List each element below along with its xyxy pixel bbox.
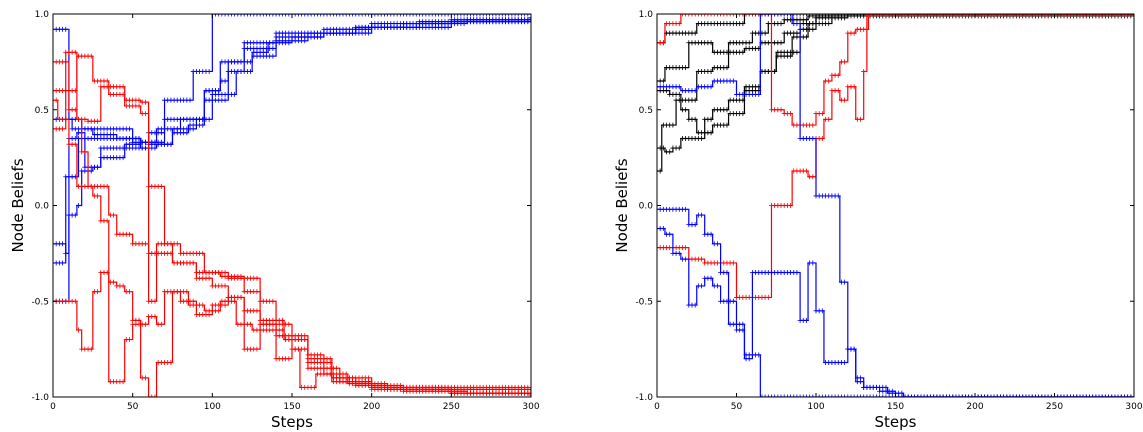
y-tick-label: 0.5 [639, 106, 653, 116]
y-tick-label: -0.5 [635, 297, 653, 307]
y-tick-label: 1.0 [639, 10, 654, 20]
x-tick-label: 200 [363, 402, 380, 412]
series-line [657, 14, 1134, 153]
x-tick-label: 150 [887, 402, 904, 412]
x-tick-label: 50 [127, 402, 139, 412]
x-tick-label: 300 [1125, 402, 1142, 412]
x-tick-label: 100 [204, 402, 221, 412]
plot-area [53, 14, 531, 397]
series-line [53, 21, 531, 302]
x-axis-label: Steps [271, 413, 313, 431]
y-axis-label: Node Beliefs [9, 158, 27, 252]
x-tick-label: 100 [807, 402, 824, 412]
y-axis-label: Node Beliefs [613, 158, 631, 252]
series-markers [657, 14, 1134, 46]
series-line [53, 17, 531, 254]
x-tick-label: 50 [731, 402, 743, 412]
right-panel: 0 50 100 150 200 250 300 1.0 0.5 0.0 -0.5 -1.0 Steps… [613, 10, 1143, 431]
left-panel: 0 50 100 150 200 250 300 1.0 0.5 0.0 -0.5 -1.0 Steps… [9, 10, 540, 431]
x-tick-label: 0 [654, 402, 660, 412]
y-tick-label: 0.0 [35, 202, 50, 212]
x-tick-label: 300 [522, 402, 539, 412]
series-markers [657, 14, 1134, 174]
y-tick-label: 0.0 [639, 202, 654, 212]
y-tick-label: -0.5 [31, 297, 49, 307]
series-markers [657, 14, 1134, 136]
x-tick-label: 0 [50, 402, 56, 412]
series-line [657, 14, 1134, 172]
x-tick-label: 250 [443, 402, 460, 412]
y-tick-label: 1.0 [35, 10, 50, 20]
y-tick-label: 0.5 [35, 106, 49, 116]
x-tick-label: 250 [1046, 402, 1063, 412]
series-line [657, 14, 1134, 134]
series-markers [657, 206, 1134, 397]
series-markers [53, 19, 531, 304]
y-tick-label: -1.0 [31, 393, 49, 403]
y-tick-label: -1.0 [635, 393, 653, 403]
plot-area [657, 14, 1134, 397]
x-tick-label: 150 [283, 402, 300, 412]
series-line [657, 227, 1134, 397]
series-markers [657, 225, 1134, 397]
axes-frame [656, 13, 1135, 398]
series-markers [53, 97, 531, 397]
series-line [657, 14, 1134, 397]
x-tick-label: 200 [966, 402, 983, 412]
series-markers [657, 14, 1134, 128]
series-markers [53, 15, 531, 151]
series-markers [53, 15, 531, 256]
x-axis-label: Steps [875, 413, 917, 431]
